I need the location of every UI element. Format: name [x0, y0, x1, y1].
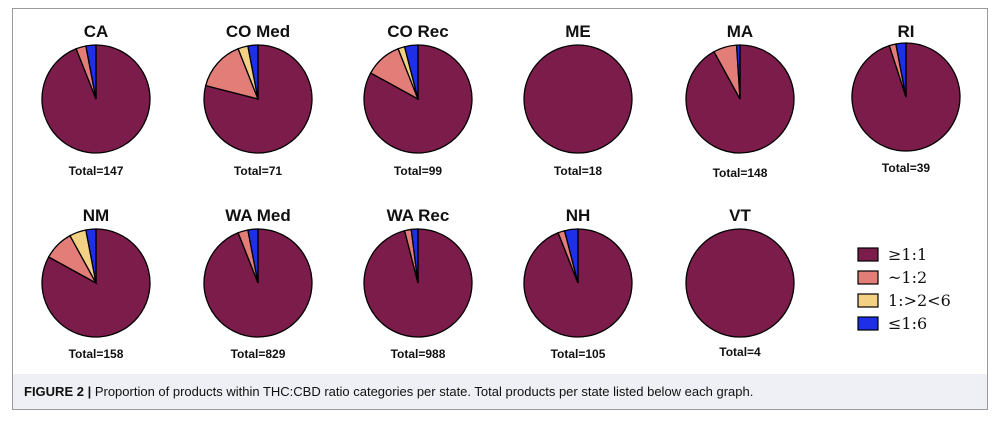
pie-total-co-med: Total=71: [234, 164, 282, 178]
legend-label-ratio-1-2-to-6: 1:>2<6: [888, 291, 951, 310]
pie-slice-wa-rec-ratio-1-6-or-less: [410, 228, 419, 284]
legend-label-ratio-1-6-or-less: ≤1:6: [888, 314, 927, 333]
pie-total-ri: Total=39: [882, 161, 930, 175]
pie-title-wa-rec: WA Rec: [387, 206, 450, 225]
figure-panel: [12, 8, 988, 410]
pie-slice-nm-ratio-1-6-or-less: [85, 228, 97, 284]
pie-slice-co-med-ratio-1-6-or-less: [247, 44, 259, 100]
pie-title-co-rec: CO Rec: [387, 22, 448, 41]
caption-label: FIGURE 2 |: [24, 384, 92, 399]
pie-slice-nh-ratio-1-6-or-less: [563, 228, 579, 284]
legend-swatch-ratio-1-6-or-less: [857, 316, 879, 331]
pie-title-nm: NM: [83, 206, 109, 225]
legend-label-ratio-about-1-2: ~1:2: [888, 268, 927, 287]
pie-slice-co-med-ratio-about-1-2: [204, 47, 260, 100]
pie-total-co-rec: Total=99: [394, 164, 442, 178]
pie-chart-me: ME Total=18: [523, 22, 633, 178]
pie-title-ri: RI: [898, 22, 915, 41]
pie-title-me: ME: [565, 22, 591, 41]
pie-title-vt: VT: [729, 206, 751, 225]
legend-label-ratio-1-1-or-more: ≥1:1: [888, 245, 927, 264]
pie-total-ma: Total=148: [713, 166, 768, 180]
pie-slice-co-rec-ratio-1-6-or-less: [403, 44, 419, 100]
legend-swatch-ratio-1-1-or-more: [857, 247, 879, 262]
pie-chart-ca: CA Total=147: [41, 22, 151, 178]
pie-title-nh: NH: [566, 206, 591, 225]
pie-chart-wa-med: WA Med Total=829: [203, 206, 313, 361]
pie-chart-nm: NM Total=158: [41, 206, 151, 361]
pie-chart-co-rec: CO Rec Total=99: [363, 22, 473, 178]
pie-title-wa-med: WA Med: [225, 206, 290, 225]
pie-total-nh: Total=105: [551, 347, 606, 361]
pie-title-ma: MA: [727, 22, 753, 41]
figure-caption: FIGURE 2 | Proportion of products within…: [24, 384, 974, 399]
legend-swatch-ratio-1-2-to-6: [857, 293, 879, 308]
pie-total-vt: Total=4: [719, 345, 761, 359]
legend-swatch-ratio-about-1-2: [857, 270, 879, 285]
pie-chart-nh: NH Total=105: [523, 206, 633, 361]
pie-total-me: Total=18: [554, 164, 602, 178]
pie-title-co-med: CO Med: [226, 22, 290, 41]
caption-background: [13, 374, 987, 409]
pie-total-wa-rec: Total=988: [391, 347, 446, 361]
pie-total-ca: Total=147: [69, 164, 124, 178]
pie-slice-ca-ratio-1-6-or-less: [85, 44, 97, 100]
pie-chart-ri: RI Total=39: [851, 22, 961, 175]
pie-slice-wa-med-ratio-1-6-or-less: [247, 228, 259, 284]
pie-total-wa-med: Total=829: [231, 347, 286, 361]
pie-slice-ma-ratio-1-6-or-less: [735, 44, 741, 100]
pie-slice-me-ratio-1-1-or-more: [523, 44, 633, 154]
legend: ≥1:1 ~1:2 1:>2<6 ≤1:6: [857, 245, 951, 333]
pie-chart-vt: VT Total=4: [685, 206, 795, 359]
pie-chart-ma: MA Total=148: [685, 22, 795, 180]
caption-text: Proportion of products within THC:CBD ra…: [91, 384, 754, 399]
pie-total-nm: Total=158: [69, 347, 124, 361]
pie-title-ca: CA: [84, 22, 109, 41]
pie-slice-vt-ratio-1-1-or-more: [685, 228, 795, 338]
pie-chart-wa-rec: WA Rec Total=988: [363, 206, 473, 361]
pie-chart-co-med: CO Med Total=71: [203, 22, 313, 178]
pie-slice-ri-ratio-1-6-or-less: [895, 42, 907, 98]
